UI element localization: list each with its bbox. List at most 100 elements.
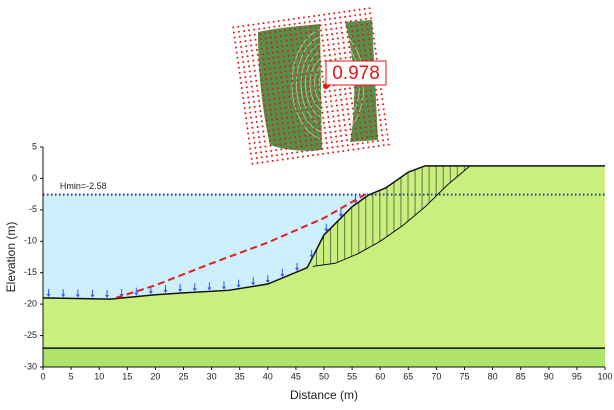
grid-dot — [267, 94, 269, 96]
grid-dot — [291, 39, 293, 41]
grid-dot — [386, 128, 388, 130]
y-axis-label: Elevation (m) — [4, 222, 18, 293]
grid-dot — [342, 145, 344, 147]
grid-dot — [375, 125, 377, 127]
grid-dot — [254, 142, 256, 144]
grid-dot — [312, 46, 314, 48]
grid-dot — [276, 118, 278, 120]
grid-dot — [272, 93, 274, 95]
grid-dot — [315, 30, 317, 32]
grid-dot — [280, 143, 282, 145]
grid-dot — [359, 122, 361, 124]
grid-dot — [324, 55, 326, 57]
grid-dot — [366, 28, 368, 30]
grid-dot — [256, 162, 258, 164]
grid-dot — [297, 48, 299, 50]
grid-dot — [366, 100, 368, 102]
grid-dot — [308, 16, 310, 18]
grid-dot — [237, 62, 239, 64]
grid-dot — [360, 19, 362, 21]
x-tick-label: 20 — [150, 371, 160, 381]
grid-dot — [280, 76, 282, 78]
grid-dot — [364, 13, 366, 15]
grid-dot — [288, 60, 290, 62]
grid-dot — [303, 89, 305, 91]
grid-dot — [306, 145, 308, 147]
grid-dot — [356, 30, 358, 32]
grid-dot — [321, 112, 323, 114]
grid-dot — [283, 133, 285, 135]
grid-dot — [332, 110, 334, 112]
grid-dot — [359, 86, 361, 88]
y-tick-label: -15 — [24, 267, 37, 277]
grid-dot — [265, 78, 267, 80]
grid-dot — [243, 66, 245, 68]
grid-dot — [303, 53, 305, 55]
grid-dot — [321, 35, 323, 37]
grid-dot — [242, 25, 244, 27]
grid-dot — [353, 9, 355, 11]
grid-dot — [324, 96, 326, 98]
grid-dot — [373, 115, 375, 117]
grid-dot — [350, 128, 352, 130]
grid-dot — [244, 76, 246, 78]
grid-dot — [338, 11, 340, 13]
grid-dot — [312, 41, 314, 43]
grid-dot — [287, 86, 289, 88]
grid-dot — [321, 143, 323, 145]
grid-dot — [349, 123, 351, 125]
grid-dot — [307, 83, 309, 85]
grid-dot — [272, 160, 274, 162]
grid-dot — [285, 112, 287, 114]
grid-dot — [301, 151, 303, 153]
grid-dot — [357, 143, 359, 145]
grid-dot — [278, 97, 280, 99]
grid-dot — [280, 112, 282, 114]
grid-dot — [330, 28, 332, 30]
grid-dot — [314, 128, 316, 130]
grid-dot — [355, 19, 357, 21]
grid-dot — [270, 150, 272, 152]
grid-dot — [304, 135, 306, 137]
grid-dot — [324, 19, 326, 21]
grid-dot — [371, 95, 373, 97]
grid-dot — [314, 56, 316, 58]
grid-dot — [375, 53, 377, 55]
grid-dot — [347, 36, 349, 38]
grid-dot — [354, 123, 356, 125]
grid-dot — [329, 90, 331, 92]
grid-dot — [297, 156, 299, 158]
grid-dot — [274, 31, 276, 33]
grid-dot — [232, 26, 234, 28]
grid-dot — [255, 39, 257, 41]
grid-dot — [331, 33, 333, 35]
x-tick-label: 85 — [516, 371, 526, 381]
grid-dot — [284, 65, 286, 67]
grid-dot — [328, 121, 330, 123]
grid-dot — [316, 143, 318, 145]
contour-band — [258, 24, 322, 151]
grid-dot — [362, 106, 364, 108]
grid-dot — [340, 58, 342, 60]
grid-dot — [386, 133, 388, 135]
grid-dot — [351, 102, 353, 104]
grid-dot — [305, 104, 307, 106]
grid-dot — [327, 39, 329, 41]
grid-dot — [271, 155, 273, 157]
grid-dot — [376, 94, 378, 96]
grid-dot — [350, 20, 352, 22]
grid-dot — [292, 85, 294, 87]
grid-dot — [333, 120, 335, 122]
grid-dot — [307, 155, 309, 157]
grid-dot — [321, 148, 323, 150]
grid-dot — [305, 68, 307, 70]
grid-dot — [293, 54, 295, 56]
grid-dot — [383, 108, 385, 110]
grid-dot — [347, 149, 349, 151]
grid-dot — [300, 146, 302, 148]
grid-dot — [346, 139, 348, 141]
grid-dot — [315, 102, 317, 104]
grid-dot — [293, 90, 295, 92]
grid-dot — [234, 37, 236, 39]
grid-dot — [286, 153, 288, 155]
